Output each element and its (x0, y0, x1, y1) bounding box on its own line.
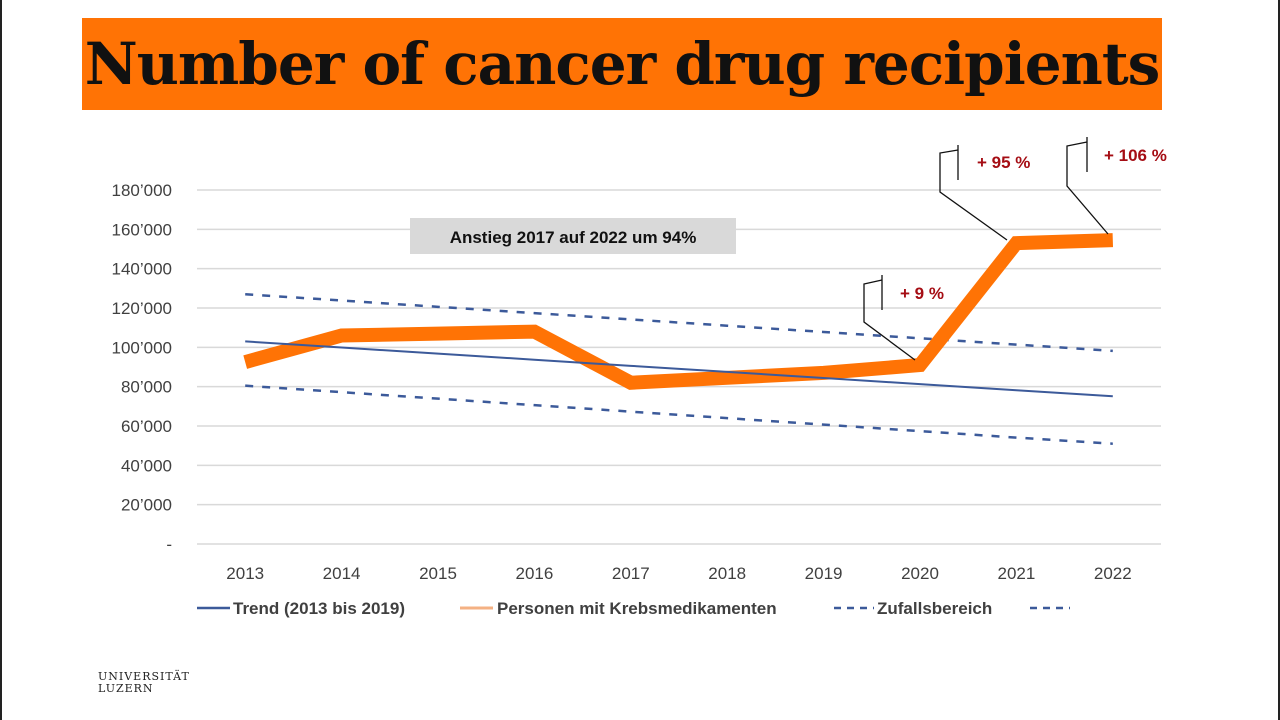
legend-label-personen: Personen mit Krebsmedikamenten (497, 599, 777, 618)
callout-leader-2021 (939, 149, 1008, 241)
annotation-text: Anstieg 2017 auf 2022 um 94% (450, 228, 697, 247)
x-tick-label: 2018 (708, 564, 746, 583)
y-tick-label: 40’000 (121, 456, 172, 475)
callout-label-2022: + 106 % (1104, 146, 1167, 165)
legend-label-zufallsbereich: Zufallsbereich (877, 599, 992, 618)
chart-title: Number of cancer drug recipients (84, 30, 1161, 98)
x-tick-label: 2016 (515, 564, 553, 583)
y-tick-label: 100’000 (111, 338, 172, 357)
x-axis-ticks: 2013 2014 2015 2016 2017 2018 2019 2020 2021 2022 (226, 564, 1131, 583)
y-tick-label: - (166, 535, 172, 554)
y-tick-label: 160’000 (111, 220, 172, 239)
legend-item-zufallsbereich: Zufallsbereich (834, 599, 992, 618)
x-tick-label: 2017 (612, 564, 650, 583)
x-tick-label: 2019 (805, 564, 843, 583)
callout-2020: + 9 % (863, 275, 944, 361)
x-tick-label: 2015 (419, 564, 457, 583)
slide-frame-left (0, 0, 2, 720)
callout-2022: + 106 % (1066, 137, 1167, 235)
university-logo: UNIVERSITÄT LUZERN (98, 671, 190, 695)
x-tick-label: 2021 (997, 564, 1035, 583)
callout-2021: + 95 % (939, 145, 1030, 241)
legend-item-trend: Trend (2013 bis 2019) (197, 599, 405, 618)
logo-line-2: LUZERN (98, 682, 154, 695)
y-tick-label: 120’000 (111, 299, 172, 318)
callout-leader-2022 (1066, 141, 1109, 235)
y-axis-ticks: - 20’000 40’000 60’000 80’000 100’000 120’000 1… (111, 181, 172, 554)
y-tick-label: 180’000 (111, 181, 172, 200)
logo-line-1: UNIVERSITÄT (98, 670, 190, 683)
legend-label-trend: Trend (2013 bis 2019) (233, 599, 405, 618)
callout-label-2021: + 95 % (977, 153, 1030, 172)
title-banner: Number of cancer drug recipients (82, 18, 1162, 110)
series-group (243, 233, 1114, 445)
annotations: Anstieg 2017 auf 2022 um 94% + 9 % + 95 … (410, 137, 1167, 361)
band-upper-line (245, 292, 1113, 353)
y-tick-label: 140’000 (111, 260, 172, 279)
annotation-box (410, 218, 736, 254)
y-tick-label: 20’000 (121, 496, 172, 515)
legend: Trend (2013 bis 2019) Personen mit Krebs… (197, 599, 1070, 618)
x-tick-label: 2020 (901, 564, 939, 583)
personen-line (243, 233, 1114, 390)
callout-leader-2020 (863, 279, 916, 361)
callout-label-2020: + 9 % (900, 284, 944, 303)
y-tick-label: 80’000 (121, 378, 172, 397)
trend-line (245, 340, 1113, 398)
slide-frame-right (1278, 0, 1280, 720)
x-tick-label: 2022 (1094, 564, 1132, 583)
band-lower-line (245, 384, 1113, 445)
x-tick-label: 2013 (226, 564, 264, 583)
x-tick-label: 2014 (323, 564, 361, 583)
y-tick-label: 60’000 (121, 417, 172, 436)
legend-item-personen: Personen mit Krebsmedikamenten (460, 599, 777, 618)
